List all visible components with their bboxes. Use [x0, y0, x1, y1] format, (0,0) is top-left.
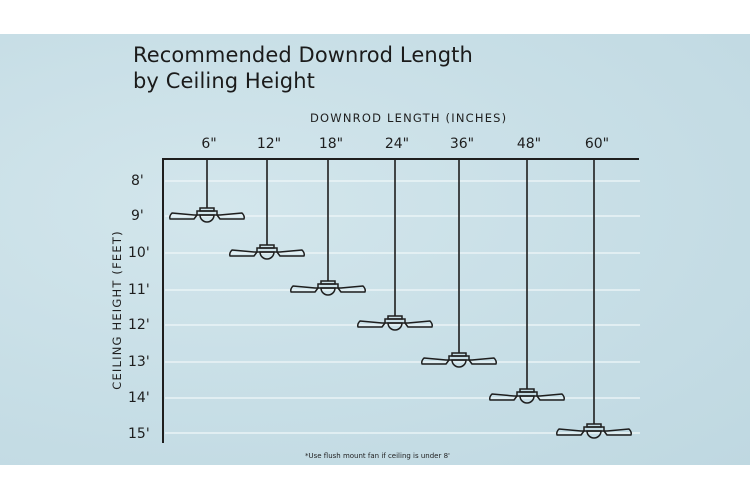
x-tick-6: 6": [201, 136, 217, 152]
y-tick-15: 15': [128, 426, 150, 442]
fan-48in: [489, 159, 565, 404]
footnote: *Use flush mount fan if ceiling is under…: [305, 452, 450, 460]
y-tick-11: 11': [128, 282, 150, 298]
y-tick-9: 9': [131, 208, 144, 224]
y-tick-13: 13': [128, 354, 150, 370]
x-tick-48: 48": [516, 136, 542, 152]
title-line-1: Recommended Downrod Length: [133, 43, 473, 67]
x-tick-12: 12": [256, 136, 282, 152]
fan-36in: [421, 159, 497, 368]
fan-60in: [556, 159, 632, 439]
y-tick-14: 14': [128, 390, 150, 406]
y-tick-8: 8': [131, 173, 144, 189]
diagram-title: Recommended Downrod Length by Ceiling He…: [133, 42, 473, 94]
x-tick-24: 24": [384, 136, 410, 152]
fan-6in: [169, 159, 245, 223]
title-line-2: by Ceiling Height: [133, 69, 315, 93]
fan-18in: [290, 159, 366, 296]
y-tick-10: 10': [128, 245, 150, 261]
x-tick-18: 18": [318, 136, 344, 152]
x-tick-60: 60": [584, 136, 610, 152]
x-axis-title: DOWNROD LENGTH (INCHES): [310, 111, 508, 125]
x-tick-36: 36": [449, 136, 475, 152]
y-tick-12: 12': [128, 317, 150, 333]
diagram-background: [0, 34, 750, 465]
fan-24in: [357, 159, 433, 331]
fan-12in: [229, 159, 305, 260]
